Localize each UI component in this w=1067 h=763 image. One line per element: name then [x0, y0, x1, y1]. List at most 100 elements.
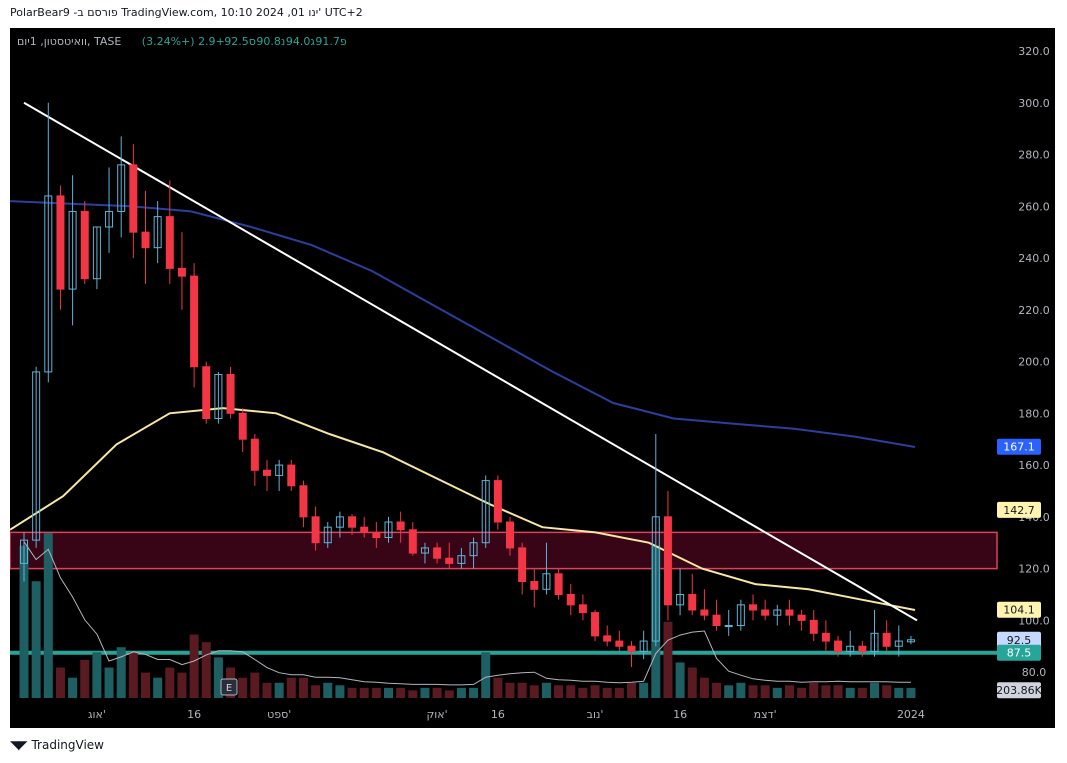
- resistance-zone-box: [9, 531, 998, 570]
- footer: ◥◤ TradingView: [10, 738, 104, 752]
- candle-body: [299, 485, 308, 518]
- candle-body: [773, 609, 782, 616]
- candle: [165, 180, 174, 284]
- candle-body: [506, 521, 514, 549]
- price-tick-label: 160.0: [1018, 459, 1050, 472]
- candle-body: [651, 516, 660, 642]
- candle: [32, 366, 41, 548]
- price-chart[interactable]: 320.0 300.0 280.0 260.0 240.0 220.0 200.0 180.0…: [9, 28, 1055, 728]
- candle-body: [311, 516, 320, 544]
- price-axis[interactable]: 320.0 300.0 280.0 260.0 240.0 220.0 200.0 180.0…: [1018, 45, 1050, 679]
- candle: [566, 584, 575, 616]
- candle: [846, 630, 855, 657]
- candle-body: [44, 195, 53, 373]
- resistance-zone: [9, 531, 998, 655]
- volume-bar: [384, 687, 393, 698]
- earnings-marker[interactable]: E: [220, 678, 238, 696]
- footer-brand[interactable]: TradingView: [31, 738, 104, 752]
- candle: [92, 226, 101, 290]
- volume-bar: [675, 662, 685, 698]
- candle: [591, 610, 600, 642]
- candle-body: [469, 542, 478, 557]
- volume-bar: [359, 687, 369, 698]
- volume-bar: [432, 687, 442, 698]
- volume-bar: [493, 677, 503, 698]
- volume-bar: [687, 667, 697, 698]
- price-label-bg: [997, 601, 1041, 618]
- price-tick-label: 200.0: [1018, 356, 1050, 369]
- candle-body: [263, 469, 271, 476]
- candle: [518, 542, 527, 595]
- candle: [141, 190, 150, 284]
- candle: [238, 408, 247, 453]
- candle: [894, 625, 903, 657]
- candle: [105, 167, 114, 253]
- volume-bar: [335, 685, 345, 698]
- candle: [506, 516, 514, 556]
- candle: [797, 610, 806, 631]
- candle: [809, 610, 818, 642]
- tradingview-logo-icon[interactable]: ◥◤: [10, 738, 27, 752]
- candle: [882, 620, 891, 652]
- price-tick-label: 260.0: [1018, 200, 1050, 213]
- candle: [773, 604, 782, 626]
- candle-body: [615, 640, 624, 647]
- candle: [384, 516, 393, 543]
- candle-body: [372, 531, 381, 539]
- time-tick-label: נוב': [587, 708, 604, 721]
- volume-bar: [141, 672, 150, 698]
- candle: [749, 594, 757, 621]
- price-label-text: 104.1: [1003, 604, 1035, 617]
- legend-low-label: נ: [281, 35, 285, 48]
- candle-body: [809, 619, 818, 634]
- candle-body: [238, 412, 247, 440]
- price-label: 104.1: [997, 601, 1041, 618]
- candle: [821, 620, 830, 652]
- candle: [311, 506, 320, 551]
- volume-bar: [833, 685, 843, 698]
- moving-averages: [9, 101, 918, 622]
- volume-bar: [262, 682, 272, 698]
- candle: [299, 480, 308, 528]
- candle-body: [335, 516, 344, 528]
- candle: [335, 511, 344, 538]
- candle: [858, 641, 867, 657]
- volume-bar: [590, 685, 600, 698]
- candle-body: [518, 547, 527, 583]
- candle-body: [202, 366, 211, 419]
- volume-bar: [821, 685, 831, 698]
- volume-bar: [68, 677, 78, 698]
- candle-body: [153, 216, 162, 249]
- volume-bar: [396, 687, 406, 698]
- candle-body: [858, 645, 867, 652]
- price-tick-label: 80.0: [1022, 666, 1047, 679]
- candle: [736, 599, 745, 631]
- candle: [724, 610, 733, 636]
- candle-body: [676, 593, 685, 606]
- volume-bar: [736, 682, 746, 698]
- candle-body: [348, 516, 357, 528]
- candle: [129, 144, 138, 259]
- candle-body: [700, 609, 709, 616]
- volume-bar: [882, 685, 892, 698]
- time-axis[interactable]: אוג' 16 ספט' אוק' 16 נוב' 16 דצמ' 2024: [88, 708, 925, 721]
- volume-bar: [870, 682, 879, 698]
- candle-body: [396, 521, 405, 531]
- volume-bar: [420, 687, 430, 698]
- candle-body: [639, 640, 648, 652]
- volume-bar: [213, 657, 223, 698]
- candle: [372, 522, 381, 548]
- candle: [20, 532, 28, 582]
- candle-body: [177, 267, 186, 277]
- legend-change: +2.9 (+3.24%): [142, 35, 225, 48]
- legend-line: וואיטסטון, 1יום, TASE פ91.7 ג94.0 נ90.8 …: [17, 35, 347, 48]
- price-label-text: 92.5: [1007, 634, 1032, 647]
- price-label-text: 87.5: [1007, 647, 1032, 660]
- volume-bar: [845, 687, 855, 698]
- chart-panel[interactable]: 320.0 300.0 280.0 260.0 240.0 220.0 200.0 180.0…: [9, 28, 1055, 728]
- price-label-bg: [997, 631, 1041, 648]
- volume-bar: [116, 647, 126, 698]
- volume-bars: [19, 533, 916, 698]
- volume-bar: [298, 677, 308, 698]
- earnings-marker-label: E: [226, 683, 232, 694]
